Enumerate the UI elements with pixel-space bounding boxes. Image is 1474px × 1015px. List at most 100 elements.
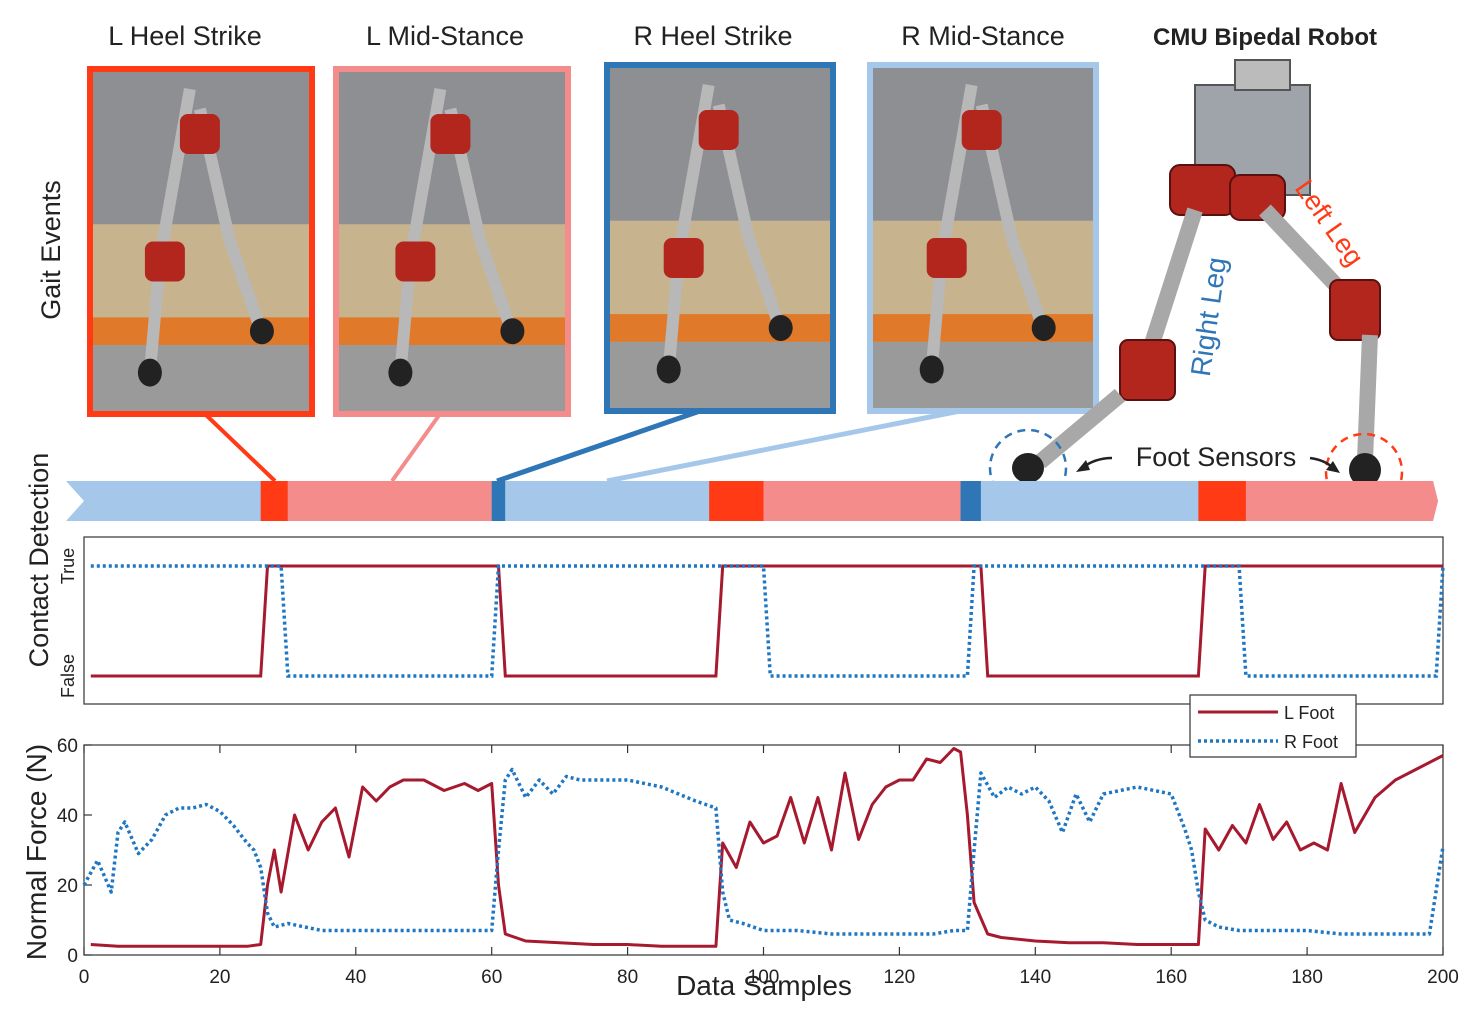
panel-connector-line [390,412,442,483]
panel-title: L Mid-Stance [366,21,524,51]
force-xtick-label: 200 [1427,967,1459,988]
left-shank [1357,334,1378,461]
force-xlabel: Data Samples [676,970,852,1001]
panel-photo-foot [249,318,274,345]
panel-border [87,66,315,417]
contact-bar-segment-l-heel-strike [709,481,764,521]
contact-bar-segment-l-heel-strike [1198,481,1246,521]
force-xtick-label: 180 [1291,967,1323,988]
contact-series-r-foot [90,564,1445,678]
contact-series-l-foot [90,564,1443,678]
legend-entry: L Foot [1284,703,1334,723]
panel-photo-actuator [144,241,185,282]
force-xtick-label: 160 [1155,967,1187,988]
foot-sensors-arrowhead-right [1326,461,1340,473]
contact-bar-segment-r-heel-strike [960,481,981,521]
contact-bar-segment-l-mid-stance [287,481,492,521]
force-xtick-label: 80 [617,967,638,988]
force-series-l-foot [90,747,1444,948]
legend-entry: R Foot [1284,732,1338,752]
contact-plot-frame [83,536,1444,705]
panel-photo-actuator [698,110,739,150]
panel-3: R Heel Strike [604,21,836,414]
panel-photo-leg [224,239,266,330]
force-xtick-label: 120 [884,967,916,988]
panel-title: L Heel Strike [108,21,262,51]
force-ytick-label: 0 [67,946,78,967]
legend: L Foot R Foot [1189,694,1357,758]
panel-photo-actuator [663,238,704,278]
panel-photo-foot [137,358,162,387]
panel-2: L Mid-Stance [333,21,571,417]
contact-detection-label: Contact Detection [24,453,54,668]
force-xtick-label: 20 [209,967,230,988]
panel-photo-foot [1031,314,1056,341]
left-knee-actuator [1329,279,1381,341]
robot-hip-right [1169,164,1236,216]
panel-photo-frame [870,314,1096,342]
contact-bar-segment-l-mid-stance [763,481,961,521]
force-ytick-label: 20 [57,876,78,897]
contact-ytick-true: True [58,548,78,584]
panel-photo-actuator [430,114,471,154]
panel-photo-floor [607,341,833,411]
force-xtick-label: 60 [481,967,502,988]
panel-photo-frame [90,317,312,345]
panel-photo-actuator [395,241,436,282]
panel-title: R Mid-Stance [901,21,1065,51]
panel-border [333,66,571,417]
panel-photo-floor [336,345,568,414]
contact-bar-segment-r-mid-stance [980,481,1199,521]
force-ylabel: Normal Force (N) [21,744,52,960]
panel-photo-foot [768,314,793,341]
panel-photo-actuator [926,238,967,278]
foot-sensors-label: Foot Sensors [1136,442,1297,472]
panel-1: L Heel Strike [87,21,315,417]
panel-photo-leg [1006,236,1048,327]
panel-photo-foot [388,358,413,387]
contact-detection-plot: False True [58,536,1445,705]
force-xtick-label: 0 [79,967,90,988]
right-knee-actuator [1119,339,1176,401]
contact-bar-segment-r-heel-strike [491,481,506,521]
force-series-r-foot [82,767,1445,936]
panel-photo-foot [500,318,525,345]
panel-4: R Mid-Stance [867,21,1099,414]
legend-box [1189,694,1357,758]
panel-photo-foot [656,355,681,384]
force-ytick-label: 40 [57,806,78,827]
right-shank [1034,388,1126,469]
panel-connector-line [606,408,961,484]
contact-bar-segment-r-mid-stance [505,481,710,521]
panel-photo-foot [919,355,944,384]
panel-connectors [203,408,961,521]
contact-bar-segment-l-mid-stance [1245,481,1438,521]
foot-sensors-arrowhead-left [1076,460,1090,472]
robot-title: CMU Bipedal Robot [1153,24,1377,51]
panel-connector-line [496,408,701,484]
gait-event-panels: L Heel Strike L Mid-Stance R Heel Strike R … [87,21,1099,417]
contact-bar [66,481,1438,521]
right-foot [1012,453,1044,483]
force-xtick-label: 40 [345,967,366,988]
right-thigh [1142,207,1203,353]
panel-photo-leg [474,239,517,330]
force-xtick-label: 100 [748,967,780,988]
contact-bar-segment-l-heel-strike [260,481,288,521]
panel-photo-frame [336,317,568,345]
robot-top-module [1234,59,1291,91]
panel-border [604,62,836,414]
panel-title: R Heel Strike [633,21,792,51]
panel-photo-floor [870,341,1096,411]
panel-photo-floor [90,345,312,414]
normal-force-plot: 0 20 40 60 80 100 120 140 160 180 200 0 20 40 60 Data S… [21,694,1459,1001]
right-leg-label: Right Leg [1185,255,1232,378]
gait-events-label: Gait Events [36,180,66,320]
panel-photo-actuator [961,110,1002,150]
contact-ytick-false: False [58,654,78,698]
panel-border [867,62,1099,414]
panel-photo-leg [743,236,785,327]
panel-photo-actuator [179,114,220,154]
left-foot [1349,453,1381,487]
